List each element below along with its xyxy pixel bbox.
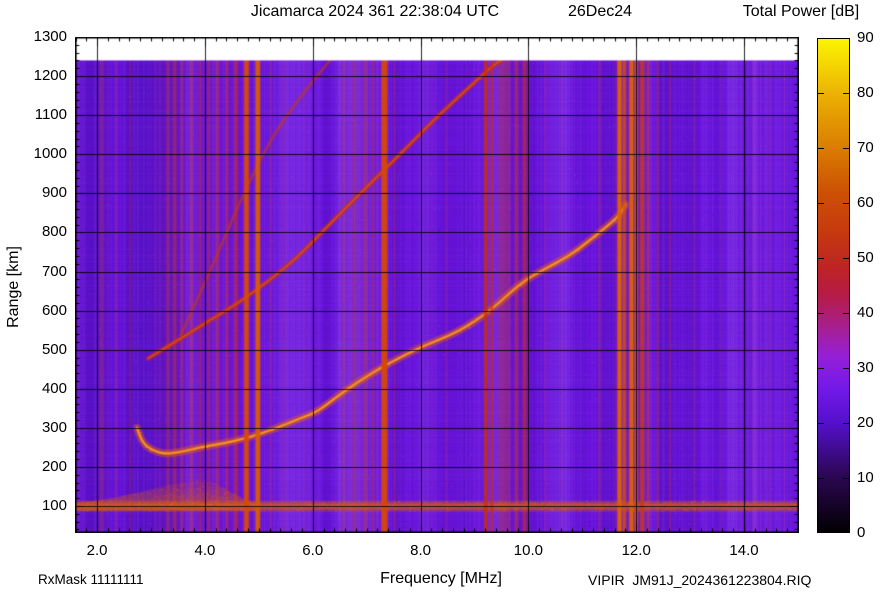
colorbar-tick-label: 60 — [857, 194, 874, 211]
figure-title: Jicamarca 2024 361 22:38:04 UTC — [250, 3, 500, 20]
y-tick-label: 900 — [41, 184, 67, 202]
y-tick-label: 100 — [41, 497, 67, 515]
colorbar-tick-label: 90 — [857, 29, 874, 46]
y-tick-label: 600 — [41, 301, 67, 319]
colorbar-tickmark — [843, 368, 850, 369]
figure-date: 26Dec24 — [567, 3, 633, 20]
y-tick-label: 1100 — [34, 106, 67, 124]
colorbar-tick-label: 70 — [857, 139, 874, 156]
colorbar-tickmark — [817, 148, 824, 149]
x-tick-label: 8.0 — [410, 542, 431, 559]
colorbar-tick-label: 10 — [857, 469, 874, 486]
colorbar-tickmark — [843, 148, 850, 149]
colorbar-tickmark — [843, 258, 850, 259]
colorbar-tick-label: 50 — [857, 249, 874, 266]
colorbar-tickmark — [817, 368, 824, 369]
x-tick-label: 12.0 — [621, 542, 651, 559]
colorbar-tick-label: 40 — [857, 304, 874, 321]
y-tick-label: 800 — [41, 223, 67, 241]
colorbar-tickmark — [843, 423, 850, 424]
colorbar-tick-label: 0 — [857, 524, 866, 541]
colorbar-tickmark — [843, 478, 850, 479]
x-tick-label: 4.0 — [194, 542, 216, 559]
y-tick-label: 300 — [41, 418, 67, 436]
colorbar-tickmark — [817, 313, 824, 314]
x-tick-label: 2.0 — [86, 542, 108, 559]
colorbar-tickmark — [817, 478, 824, 479]
colorbar-tick-label: 20 — [857, 414, 874, 431]
y-tick-label: 700 — [41, 262, 67, 280]
y-tick-label: 1200 — [33, 67, 67, 85]
ionogram-heatmap — [75, 37, 799, 533]
colorbar — [817, 38, 850, 533]
colorbar-tickmark — [843, 313, 850, 314]
colorbar-title: Total Power [dB] — [742, 3, 860, 20]
colorbar-tickmark — [843, 93, 850, 94]
y-tick-label: 1000 — [33, 145, 67, 163]
colorbar-tick-label: 80 — [857, 84, 874, 101]
x-axis-label: Frequency [MHz] — [380, 570, 502, 587]
x-tick-label: 14.0 — [729, 542, 759, 559]
x-tick-label: 6.0 — [302, 542, 324, 559]
colorbar-tickmark — [817, 93, 824, 94]
y-axis-label: Range [km] — [5, 246, 22, 328]
colorbar-tickmark — [817, 423, 824, 424]
filename-label: VIPIR JM91J_2024361223804.RIQ — [588, 572, 812, 588]
colorbar-gradient — [818, 39, 849, 532]
y-tick-label: 400 — [41, 379, 67, 397]
y-tick-label: 500 — [41, 340, 67, 358]
y-tick-label: 200 — [41, 457, 67, 475]
colorbar-tick-label: 30 — [857, 359, 874, 376]
colorbar-tickmark — [843, 203, 850, 204]
colorbar-tickmark — [817, 258, 824, 259]
y-tick-label: 1300 — [33, 28, 67, 45]
rxmask-label: RxMask 11111111 — [38, 572, 144, 587]
colorbar-tickmark — [817, 203, 824, 204]
x-tick-label: 10.0 — [513, 542, 543, 559]
